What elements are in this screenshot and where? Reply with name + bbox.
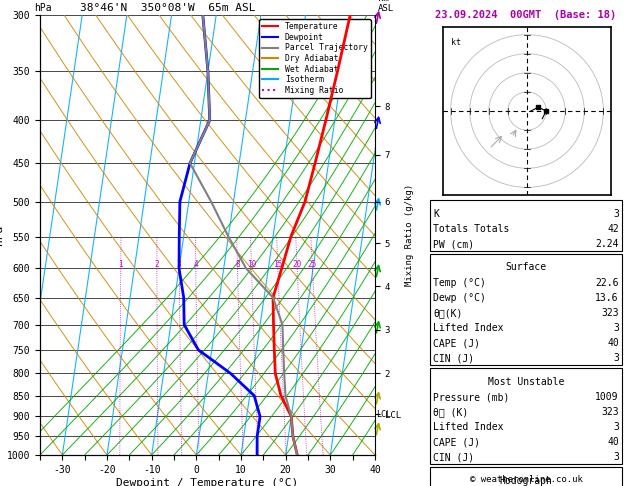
Text: CIN (J): CIN (J) bbox=[433, 353, 474, 363]
Text: 25: 25 bbox=[308, 260, 317, 269]
X-axis label: Dewpoint / Temperature (°C): Dewpoint / Temperature (°C) bbox=[116, 478, 299, 486]
Text: 1: 1 bbox=[118, 260, 123, 269]
Text: CAPE (J): CAPE (J) bbox=[433, 437, 480, 447]
Text: 323: 323 bbox=[601, 308, 619, 318]
Text: 2: 2 bbox=[155, 260, 159, 269]
Text: θᴄ (K): θᴄ (K) bbox=[433, 407, 469, 417]
Text: km
ASL: km ASL bbox=[378, 0, 394, 13]
Text: 1009: 1009 bbox=[596, 392, 619, 402]
Text: 8: 8 bbox=[235, 260, 240, 269]
Title: 38°46'N  350°08'W  65m ASL: 38°46'N 350°08'W 65m ASL bbox=[79, 3, 255, 13]
Text: 3: 3 bbox=[177, 260, 182, 269]
Text: Surface: Surface bbox=[506, 262, 547, 273]
Text: © weatheronline.co.uk: © weatheronline.co.uk bbox=[470, 475, 582, 484]
Text: θᴄ(K): θᴄ(K) bbox=[433, 308, 462, 318]
Text: 22.6: 22.6 bbox=[596, 278, 619, 288]
Text: 42: 42 bbox=[607, 224, 619, 234]
Text: 323: 323 bbox=[601, 407, 619, 417]
Text: 3: 3 bbox=[613, 353, 619, 363]
Legend: Temperature, Dewpoint, Parcel Trajectory, Dry Adiabat, Wet Adiabat, Isotherm, Mi: Temperature, Dewpoint, Parcel Trajectory… bbox=[259, 19, 371, 98]
Text: Hodograph: Hodograph bbox=[499, 475, 552, 486]
Text: 23.09.2024  00GMT  (Base: 18): 23.09.2024 00GMT (Base: 18) bbox=[435, 10, 616, 20]
Text: kt: kt bbox=[450, 38, 460, 48]
Text: hPa: hPa bbox=[34, 2, 52, 13]
Text: Lifted Index: Lifted Index bbox=[433, 323, 504, 333]
Text: 3: 3 bbox=[613, 452, 619, 462]
Text: CIN (J): CIN (J) bbox=[433, 452, 474, 462]
Text: Pressure (mb): Pressure (mb) bbox=[433, 392, 509, 402]
Text: 20: 20 bbox=[292, 260, 302, 269]
Text: 4: 4 bbox=[194, 260, 198, 269]
Text: Dewp (°C): Dewp (°C) bbox=[433, 293, 486, 303]
Text: 13.6: 13.6 bbox=[596, 293, 619, 303]
Text: 40: 40 bbox=[607, 437, 619, 447]
Text: Lifted Index: Lifted Index bbox=[433, 422, 504, 432]
Text: 3: 3 bbox=[613, 209, 619, 219]
Text: 40: 40 bbox=[607, 338, 619, 348]
Text: K: K bbox=[433, 209, 439, 219]
Text: Totals Totals: Totals Totals bbox=[433, 224, 509, 234]
Y-axis label: hPa: hPa bbox=[0, 225, 4, 245]
Text: 3: 3 bbox=[613, 422, 619, 432]
Text: 10: 10 bbox=[247, 260, 256, 269]
Text: PW (cm): PW (cm) bbox=[433, 239, 474, 249]
Text: Mixing Ratio (g/kg): Mixing Ratio (g/kg) bbox=[405, 184, 414, 286]
Text: LCL: LCL bbox=[376, 410, 391, 419]
Text: CAPE (J): CAPE (J) bbox=[433, 338, 480, 348]
Text: 15: 15 bbox=[273, 260, 282, 269]
Text: 3: 3 bbox=[613, 323, 619, 333]
Text: 2.24: 2.24 bbox=[596, 239, 619, 249]
Text: Most Unstable: Most Unstable bbox=[488, 377, 564, 386]
Text: Temp (°C): Temp (°C) bbox=[433, 278, 486, 288]
